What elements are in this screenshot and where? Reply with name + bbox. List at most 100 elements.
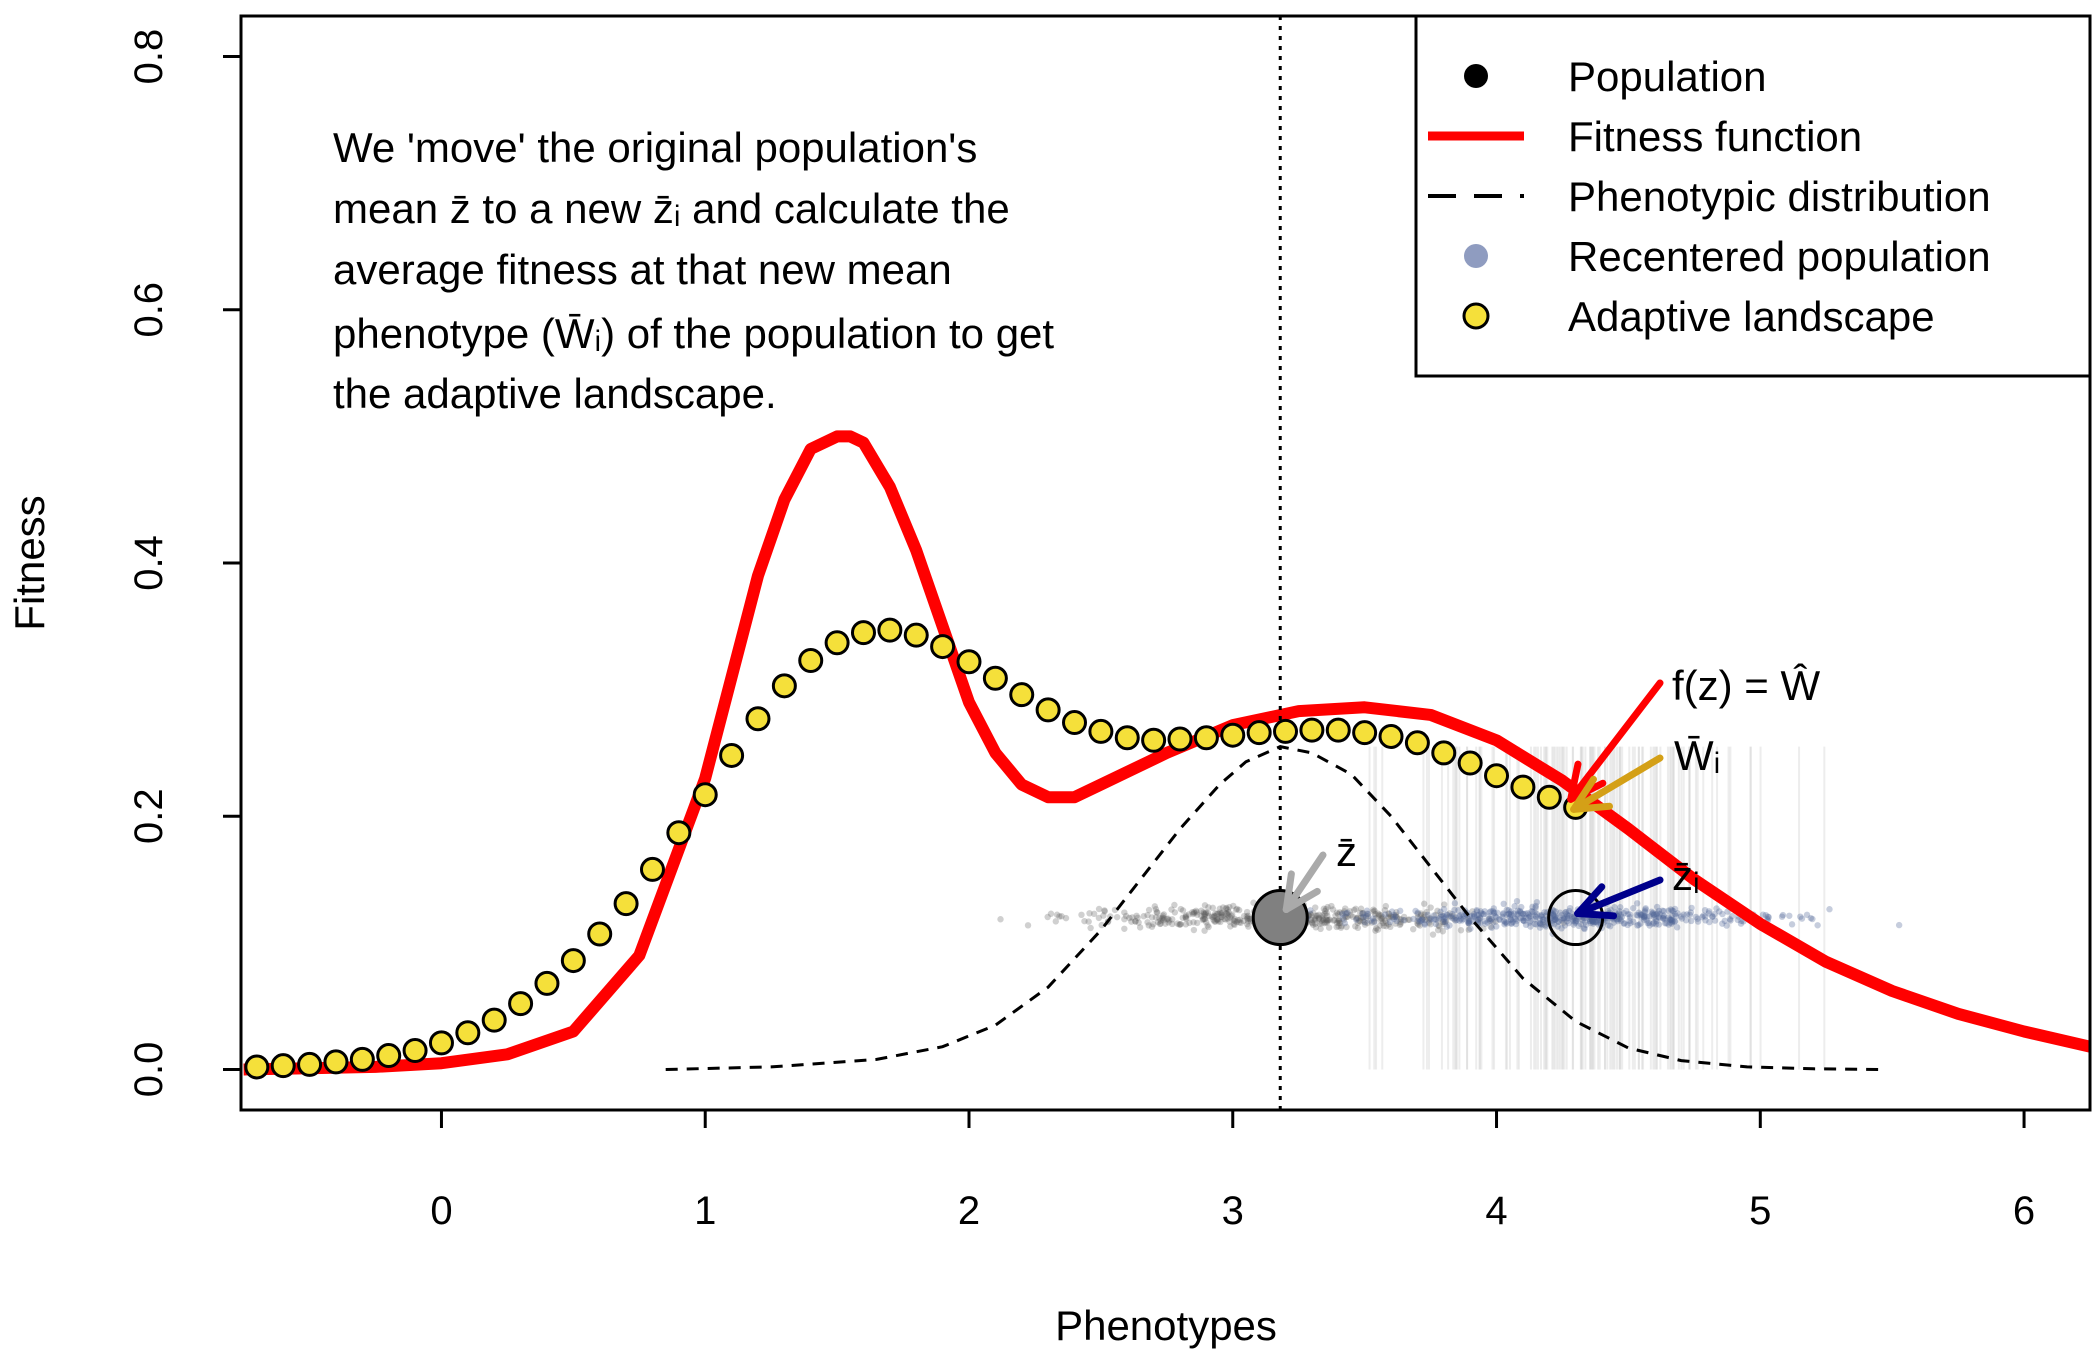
population-point (1243, 908, 1251, 916)
population-point (1307, 916, 1315, 924)
recentered-point (1431, 916, 1438, 923)
recentered-point (1549, 917, 1556, 924)
population-point (1307, 916, 1315, 923)
recentered-point (1505, 907, 1512, 914)
recentered-point (1459, 911, 1466, 918)
legend-label-distribution: Phenotypic distribution (1568, 173, 1991, 220)
population-point (1381, 906, 1389, 914)
population-point (1193, 909, 1201, 916)
population-point (1223, 909, 1230, 917)
population-point (1449, 912, 1457, 920)
population-point (1414, 910, 1421, 917)
population-point (1352, 905, 1359, 913)
population-point (1434, 926, 1442, 934)
recentered-point (1452, 917, 1459, 924)
population-point (1218, 913, 1225, 921)
population-point (1319, 912, 1326, 919)
recentered-point (1339, 910, 1346, 918)
recentered-point (1451, 900, 1459, 907)
population-point (1201, 902, 1209, 909)
recentered-point (1705, 910, 1712, 917)
recentered-point (1627, 919, 1634, 927)
population-point (1134, 914, 1141, 921)
recentered-point (1570, 921, 1577, 928)
recentered-point (1633, 911, 1640, 919)
recentered-point (1507, 916, 1514, 923)
population-point (1226, 903, 1233, 911)
recentered-point (1536, 916, 1544, 923)
population-point (1214, 916, 1222, 923)
population-point (1387, 923, 1394, 931)
recentered-point (1616, 908, 1623, 915)
population-point (1397, 918, 1404, 926)
recentered-point (1414, 909, 1422, 916)
recentered-point (1663, 920, 1670, 927)
recentered-point (1633, 900, 1641, 907)
x-axis-title: Phenotypes (1055, 1302, 1277, 1349)
recentered-point (1531, 920, 1539, 928)
recentered-point (1563, 918, 1571, 925)
population-point (1174, 920, 1181, 927)
population-point (1321, 910, 1329, 918)
population-point (1317, 925, 1324, 933)
mean-phenotype-arrow (1282, 851, 1327, 914)
recentered-point (1895, 921, 1903, 929)
recentered-point (1630, 904, 1637, 912)
population-point (1414, 917, 1421, 925)
population-point (1062, 914, 1070, 922)
population-point (1171, 909, 1179, 916)
recentered-point (1641, 909, 1649, 916)
recentered-point (1452, 914, 1459, 921)
recentered-point (1520, 917, 1528, 925)
recentered-point (1432, 920, 1439, 928)
recentered-point (1577, 920, 1585, 928)
recentered-point (1552, 916, 1559, 923)
recentered-point (1672, 913, 1680, 920)
population-point (1434, 907, 1441, 915)
population-point (1156, 920, 1164, 928)
recentered-point (1669, 917, 1676, 924)
recentered-point (1558, 912, 1565, 919)
population-point (1227, 923, 1234, 930)
recentered-point (1344, 909, 1351, 917)
recentered-point (1669, 918, 1676, 925)
recentered-point (1477, 908, 1484, 915)
population-point (1323, 916, 1330, 923)
recentered-point (1671, 911, 1679, 918)
population-point (1164, 915, 1172, 922)
recentered-point (1640, 916, 1648, 923)
population-point (1199, 916, 1206, 924)
adaptive-landscape-point (1431, 740, 1457, 766)
recentered-point (1538, 913, 1545, 920)
population-point (1370, 908, 1377, 915)
recentered-point (1499, 911, 1507, 918)
population-point (1243, 913, 1251, 920)
recentered-point (1502, 919, 1509, 926)
recentered-point (1525, 911, 1533, 918)
recentered-point (1586, 917, 1594, 925)
recentered-point (1587, 919, 1594, 927)
population-point (1160, 915, 1168, 922)
recentered-point (1688, 904, 1695, 912)
recentered-point (1542, 923, 1550, 930)
recentered-point (1518, 903, 1525, 911)
recentered-point (1660, 913, 1667, 920)
recentered-point (1809, 915, 1816, 923)
recentered-point (1361, 919, 1369, 926)
recentered-point (1527, 923, 1534, 930)
recentered-point (1364, 910, 1372, 918)
population-point (1144, 911, 1151, 919)
recentered-point (1458, 917, 1466, 924)
adaptive-landscape-point (692, 782, 718, 808)
population-point (1375, 912, 1382, 919)
recentered-point (1539, 916, 1547, 924)
recentered-point (1508, 910, 1515, 917)
recentered-point (1660, 907, 1668, 915)
population-point (1228, 912, 1235, 920)
y-tick-label: 0.4 (127, 535, 171, 591)
recentered-point (1470, 911, 1478, 918)
recentered-point (1668, 916, 1675, 923)
recentered-point (1634, 922, 1641, 929)
recentered-point (1592, 918, 1599, 925)
recentered-point (1630, 918, 1637, 926)
